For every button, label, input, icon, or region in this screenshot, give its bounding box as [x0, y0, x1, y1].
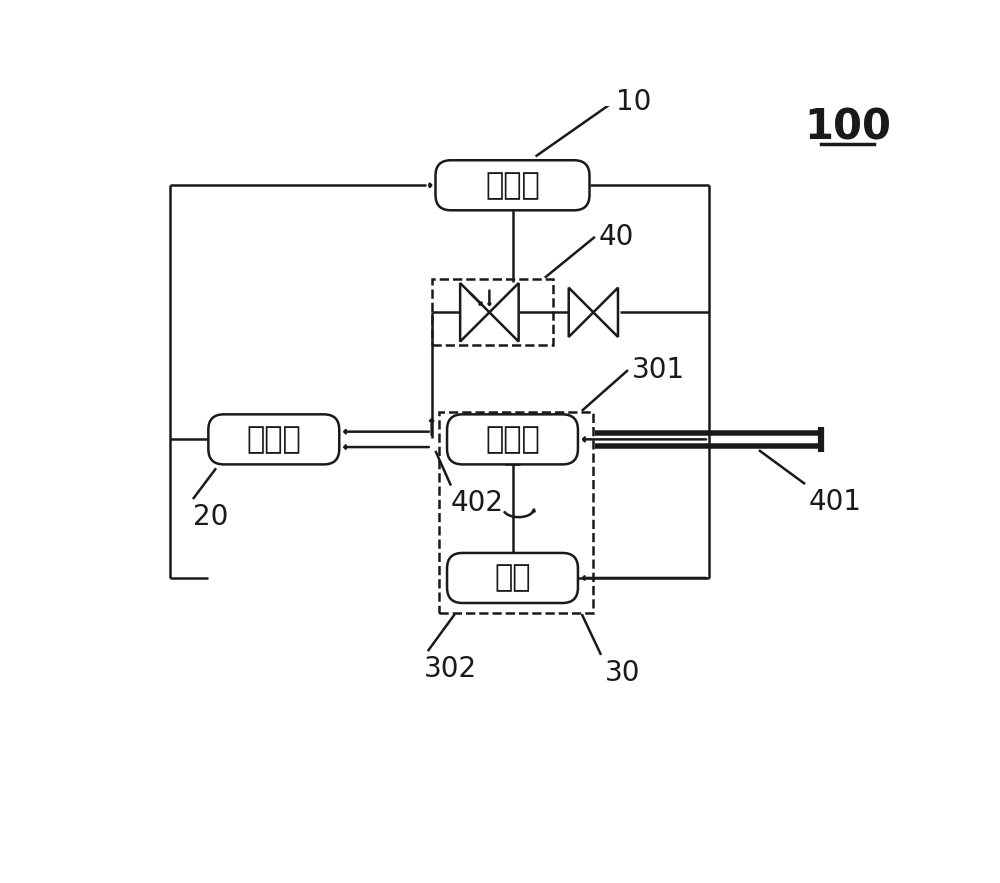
Text: 电机: 电机: [494, 563, 531, 592]
Text: 40: 40: [599, 223, 634, 251]
Text: 301: 301: [632, 356, 685, 384]
FancyBboxPatch shape: [447, 553, 578, 603]
FancyBboxPatch shape: [208, 414, 339, 464]
Text: 发动机: 发动机: [246, 425, 301, 454]
Text: 302: 302: [424, 655, 477, 683]
Text: 20: 20: [193, 503, 228, 531]
Text: 30: 30: [605, 659, 640, 687]
Text: 压气机: 压气机: [485, 425, 540, 454]
Text: 401: 401: [809, 488, 862, 516]
Text: 402: 402: [451, 489, 504, 517]
Bar: [439, 412, 593, 613]
Text: 控制器: 控制器: [485, 170, 540, 200]
Bar: [432, 279, 553, 345]
Text: 10: 10: [616, 88, 652, 117]
Text: 100: 100: [804, 107, 891, 148]
FancyBboxPatch shape: [436, 160, 590, 210]
FancyBboxPatch shape: [447, 414, 578, 464]
